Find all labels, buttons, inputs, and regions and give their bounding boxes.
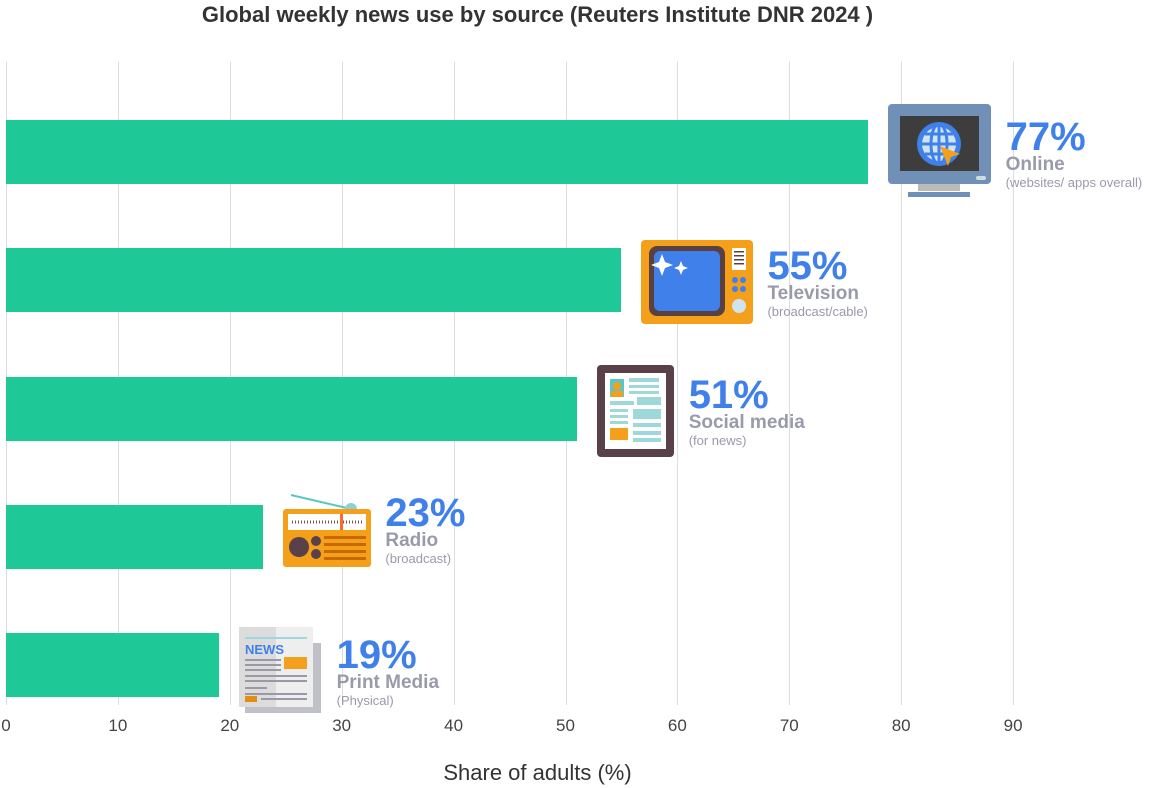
data-label: 19% (336, 633, 417, 677)
bar-annotation: NEWS 19% Print Media (Physical) (238, 627, 439, 715)
bar (6, 248, 622, 312)
bar-annotation: 77% Online (websites/ apps overall) (887, 104, 1143, 202)
newspaper-icon: NEWS (238, 627, 323, 715)
annotation-text: 55% Television (broadcast/cable) (767, 246, 867, 318)
x-tick-label: 40 (444, 716, 464, 735)
x-tick-label: 50 (556, 716, 575, 735)
category-label: Television (767, 283, 859, 304)
bar-annotation: 55% Television (broadcast/cable) (641, 240, 868, 324)
svg-text:NEWS: NEWS (245, 642, 284, 657)
x-tick-label: 60 (667, 716, 687, 735)
x-tick-label: 90 (1003, 716, 1023, 735)
bar-annotation: 23% Radio (broadcast) (283, 491, 465, 567)
bar (6, 633, 219, 697)
x-tick-label: 0 (1, 716, 11, 735)
data-label: 23% (385, 491, 466, 535)
category-sublabel: (broadcast/cable) (767, 304, 868, 319)
bar (6, 120, 868, 184)
category-sublabel: (websites/ apps overall) (1005, 175, 1143, 190)
television-icon (641, 240, 754, 324)
data-label: 55% (767, 244, 848, 288)
radio-icon (283, 491, 372, 567)
gridline (677, 62, 679, 705)
bar (6, 505, 264, 569)
gridline (789, 62, 791, 705)
tablet-social-icon (596, 365, 675, 457)
gridline (901, 62, 903, 705)
category-sublabel: (Physical) (336, 693, 394, 708)
annotation-text: 23% Radio (broadcast) (385, 493, 465, 565)
x-tick-label: 20 (220, 716, 240, 735)
annotation-text: 51% Social media (for news) (689, 375, 805, 447)
bar-annotation: 51% Social media (for news) (596, 365, 805, 457)
computer-globe-icon (887, 104, 992, 202)
bar (6, 377, 577, 441)
x-tick-label: 70 (779, 716, 799, 735)
category-label: Online (1005, 154, 1065, 175)
category-sublabel: (broadcast) (385, 551, 452, 566)
category-label: Print Media (336, 672, 440, 693)
gridline (1013, 62, 1015, 705)
data-label: 77% (1005, 115, 1086, 159)
x-tick-label: 80 (891, 716, 911, 735)
x-tick-label: 10 (108, 716, 128, 735)
x-axis-label: Share of adults (%) (443, 760, 632, 785)
category-label: Social media (688, 412, 805, 433)
category-sublabel: (for news) (688, 433, 747, 448)
annotation-text: 19% Print Media (Physical) (337, 635, 439, 707)
data-label: 51% (688, 373, 769, 417)
annotation-text: 77% Online (websites/ apps overall) (1006, 117, 1143, 189)
x-tick-label: 30 (332, 716, 352, 735)
category-label: Radio (385, 530, 439, 551)
chart-title: Global weekly news use by source (Reuter… (201, 2, 874, 27)
